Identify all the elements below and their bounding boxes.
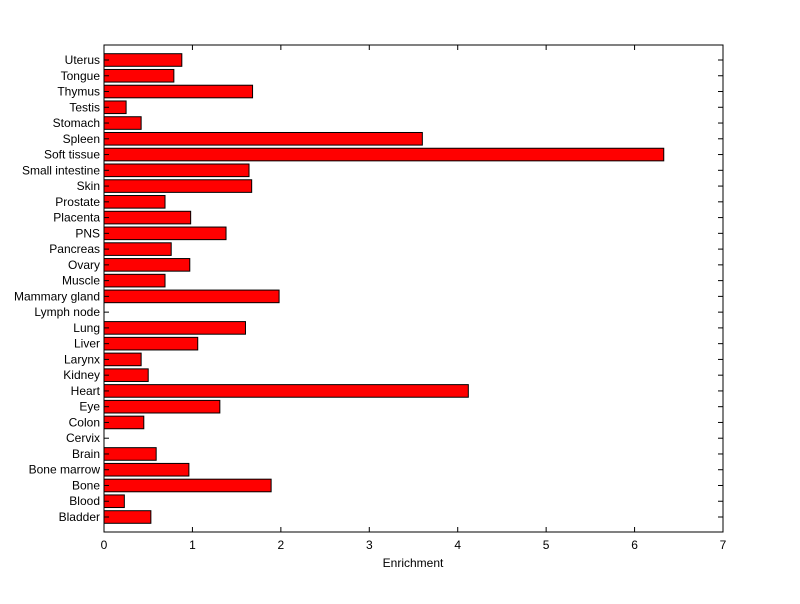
- y-tick-label: Bladder: [59, 510, 100, 524]
- y-tick-label: Kidney: [63, 368, 100, 382]
- y-tick-label: Testis: [69, 100, 100, 114]
- bar-eye: [103, 399, 221, 414]
- y-tick-label: Pancreas: [49, 242, 100, 256]
- bar-liver: [103, 336, 199, 351]
- bar-spleen: [103, 131, 423, 146]
- bar-uterus: [103, 53, 183, 67]
- bar-brain: [103, 447, 157, 461]
- bar-placenta: [103, 210, 192, 225]
- y-tick-label: Placenta: [53, 211, 100, 225]
- y-tick-label: Small intestine: [22, 163, 100, 177]
- y-tick-label: Muscle: [62, 274, 100, 288]
- y-tick-label: Soft tissue: [44, 148, 100, 162]
- y-tick-label: Heart: [71, 384, 101, 398]
- bar-pns: [103, 226, 227, 241]
- bar-bone: [103, 478, 272, 493]
- x-tick-label: 1: [189, 538, 196, 552]
- y-tick-label: Blood: [69, 494, 100, 508]
- y-tick-label: PNS: [75, 226, 100, 240]
- bar-soft-tissue: [103, 147, 665, 162]
- y-tick-label: Tongue: [61, 69, 101, 83]
- bar-larynx: [103, 352, 142, 367]
- y-tick-label: Prostate: [55, 195, 100, 209]
- bar-tongue: [103, 68, 175, 83]
- bar-kidney: [103, 368, 149, 382]
- y-tick-label: Uterus: [65, 53, 100, 67]
- bar-colon: [103, 415, 145, 430]
- bar-stomach: [103, 116, 142, 130]
- y-tick-label: Skin: [77, 179, 100, 193]
- y-tick-label: Colon: [69, 415, 100, 429]
- bar-mammary-gland: [103, 289, 280, 304]
- bar-small-intestine: [103, 163, 250, 178]
- bar-bladder: [103, 510, 152, 524]
- x-tick-label: 4: [454, 538, 461, 552]
- bar-heart: [103, 384, 469, 398]
- y-tick-label: Cervix: [66, 431, 100, 445]
- x-tick-label: 0: [101, 538, 108, 552]
- y-tick-label: Eye: [79, 400, 100, 414]
- bar-thymus: [103, 84, 254, 99]
- y-tick-label: Liver: [74, 337, 100, 351]
- y-tick-label: Larynx: [64, 352, 100, 366]
- x-tick-label: 2: [278, 538, 285, 552]
- axes-frame: [103, 44, 724, 533]
- x-tick-label: 7: [720, 538, 727, 552]
- bar-skin: [103, 179, 253, 193]
- bar-prostate: [103, 195, 166, 209]
- y-tick-label: Thymus: [57, 85, 100, 99]
- bar-bone-marrow: [103, 462, 190, 477]
- bar-pancreas: [103, 242, 172, 256]
- x-tick-label: 5: [543, 538, 550, 552]
- y-tick-label: Mammary gland: [14, 289, 100, 303]
- y-tick-label: Brain: [72, 447, 100, 461]
- y-tick-label: Stomach: [53, 116, 100, 130]
- y-tick-label: Bone marrow: [29, 463, 101, 477]
- bar-muscle: [103, 273, 166, 288]
- bar-ovary: [103, 258, 191, 272]
- y-tick-label: Ovary: [68, 258, 100, 272]
- y-tick-label: Bone: [72, 478, 100, 492]
- y-tick-label: Spleen: [63, 132, 100, 146]
- x-axis-label: Enrichment: [383, 556, 444, 570]
- y-tick-label: Lymph node: [34, 305, 100, 319]
- bar-lung: [103, 321, 246, 335]
- y-tick-label: Lung: [73, 321, 100, 335]
- x-tick-label: 3: [366, 538, 373, 552]
- x-tick-label: 6: [631, 538, 638, 552]
